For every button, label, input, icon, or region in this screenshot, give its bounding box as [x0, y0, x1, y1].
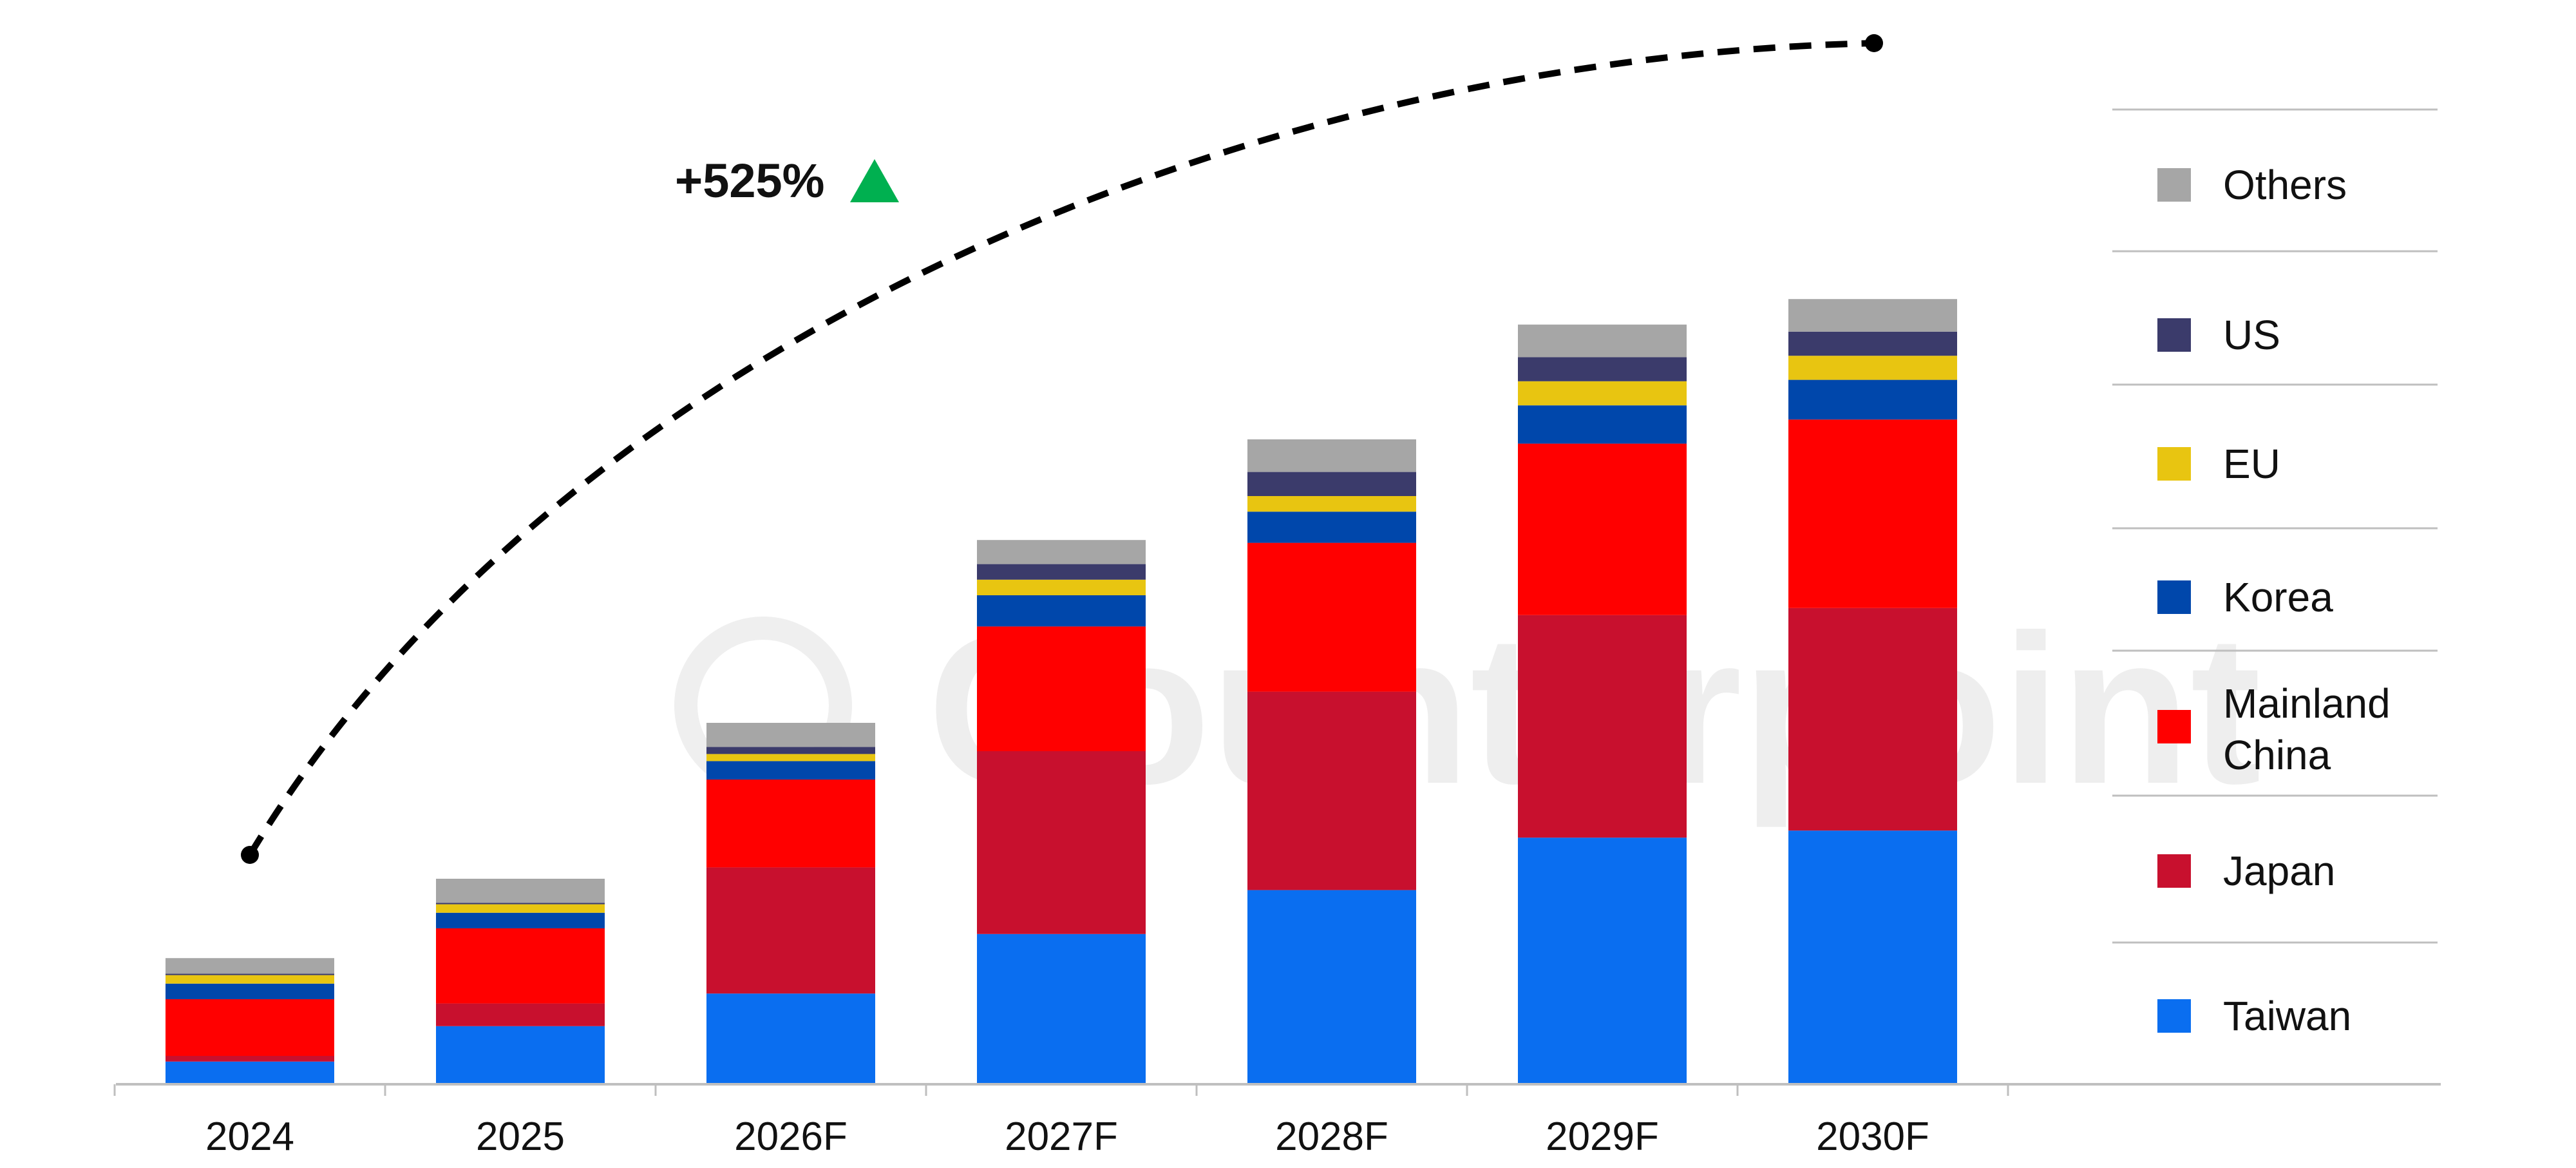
bar-segment-mainland-china-2030f — [1788, 419, 1957, 608]
legend-swatch-mainland-china — [2157, 710, 2191, 743]
legend-swatch-eu — [2157, 447, 2191, 481]
growth-annotation: +525% — [675, 154, 899, 207]
legend-label-others: Others — [2223, 162, 2347, 208]
legend-swatch-korea — [2157, 580, 2191, 614]
bar-segment-japan-2030f — [1788, 608, 1957, 831]
bar-segment-korea-2030f — [1788, 379, 1957, 420]
bar-segment-us-2028f — [1247, 472, 1416, 496]
bar-segment-japan-2024 — [166, 1056, 334, 1062]
legend-swatch-japan — [2157, 854, 2191, 888]
legend-item-us: US — [2157, 312, 2280, 358]
bar-segment-us-2029f — [1518, 357, 1687, 381]
legend-item-eu: EU — [2157, 441, 2280, 487]
bar-segment-taiwan-2024 — [166, 1061, 334, 1084]
legend-item-japan: Japan — [2157, 848, 2335, 894]
bar-segment-japan-2025 — [436, 1003, 605, 1026]
legend-swatch-others — [2157, 168, 2191, 202]
bar-segment-others-2025 — [436, 879, 605, 903]
bar-segment-japan-2026f — [706, 867, 875, 994]
bar-segment-mainland-china-2026f — [706, 780, 875, 868]
x-tick-label-2027f: 2027F — [1005, 1115, 1118, 1159]
legend-item-others: Others — [2157, 162, 2347, 208]
x-tick-label-2028f: 2028F — [1275, 1115, 1388, 1159]
bar-segment-eu-2024 — [166, 975, 334, 984]
bar-segment-japan-2027f — [977, 751, 1146, 934]
x-axis-ticks — [113, 1084, 2009, 1096]
legend-item-mainland-china: Mainland China — [2157, 680, 2391, 778]
bar-segment-taiwan-2030f — [1788, 830, 1957, 1084]
bar-segment-eu-2025 — [436, 904, 605, 913]
bar-segment-eu-2027f — [977, 579, 1146, 595]
bar-segment-us-2030f — [1788, 331, 1957, 356]
legend-item-taiwan: Taiwan — [2157, 993, 2351, 1039]
bar-segment-others-2026f — [706, 723, 875, 747]
legend-label-taiwan: Taiwan — [2223, 993, 2351, 1039]
bar-segment-taiwan-2027f — [977, 933, 1146, 1084]
watermark: Counterpoint — [674, 590, 2261, 829]
legend-label-korea: Korea — [2223, 574, 2333, 620]
bar-segment-korea-2028f — [1247, 512, 1416, 543]
growth-label: +525% — [675, 154, 824, 207]
bar-segment-taiwan-2029f — [1518, 838, 1687, 1084]
bar-segment-us-2024 — [166, 973, 334, 975]
legend-swatch-taiwan — [2157, 999, 2191, 1033]
growth-curve — [247, 40, 1875, 857]
x-tick-label-2025: 2025 — [476, 1115, 565, 1159]
bar-segment-others-2028f — [1247, 439, 1416, 472]
bar-segment-others-2024 — [166, 958, 334, 974]
bar-segment-mainland-china-2029f — [1518, 443, 1687, 615]
bars — [166, 299, 1957, 1084]
growth-curve-start-dot — [241, 846, 259, 864]
bar-segment-mainland-china-2027f — [977, 626, 1146, 751]
bar-segment-us-2026f — [706, 747, 875, 754]
growth-curve-end-dot — [1865, 34, 1883, 52]
bar-segment-others-2029f — [1518, 324, 1687, 358]
bar-segment-taiwan-2025 — [436, 1026, 605, 1084]
legend-swatch-us — [2157, 318, 2191, 352]
legend-label-us: US — [2223, 312, 2280, 358]
x-axis-labels: 2024 2025 2026F 2027F 2028F 2029F 2030F — [205, 1115, 1929, 1159]
bar-segment-mainland-china-2025 — [436, 928, 605, 1004]
bar-segment-us-2027f — [977, 564, 1146, 580]
up-triangle-icon — [850, 159, 899, 202]
bar-segment-japan-2028f — [1247, 691, 1416, 890]
bar-segment-mainland-china-2028f — [1247, 542, 1416, 692]
bar-segment-japan-2029f — [1518, 615, 1687, 838]
bar-segment-eu-2026f — [706, 754, 875, 761]
x-tick-label-2029f: 2029F — [1546, 1115, 1659, 1159]
bar-segment-eu-2030f — [1788, 356, 1957, 380]
bar-segment-korea-2026f — [706, 761, 875, 780]
legend: Others US EU Korea Mainland China Japan Taiwan — [2112, 108, 2438, 1039]
bar-segment-mainland-china-2024 — [166, 999, 334, 1056]
bar-segment-korea-2027f — [977, 595, 1146, 627]
x-tick-label-2026f: 2026F — [734, 1115, 848, 1159]
bar-segment-eu-2029f — [1518, 381, 1687, 406]
bar-segment-others-2030f — [1788, 299, 1957, 332]
bar-segment-eu-2028f — [1247, 496, 1416, 512]
x-tick-label-2030f: 2030F — [1816, 1115, 1929, 1159]
x-tick-label-2024: 2024 — [205, 1115, 294, 1159]
bar-segment-korea-2025 — [436, 912, 605, 928]
bar-segment-taiwan-2026f — [706, 993, 875, 1084]
legend-label-japan: Japan — [2223, 848, 2335, 894]
legend-label-eu: EU — [2223, 441, 2280, 487]
bar-segment-us-2025 — [436, 903, 605, 905]
legend-label-mainland-china: Mainland China — [2223, 680, 2391, 778]
bar-segment-taiwan-2028f — [1247, 890, 1416, 1084]
bar-segment-korea-2029f — [1518, 405, 1687, 444]
legend-item-korea: Korea — [2157, 574, 2333, 620]
bar-segment-korea-2024 — [166, 983, 334, 999]
bar-segment-others-2027f — [977, 540, 1146, 564]
